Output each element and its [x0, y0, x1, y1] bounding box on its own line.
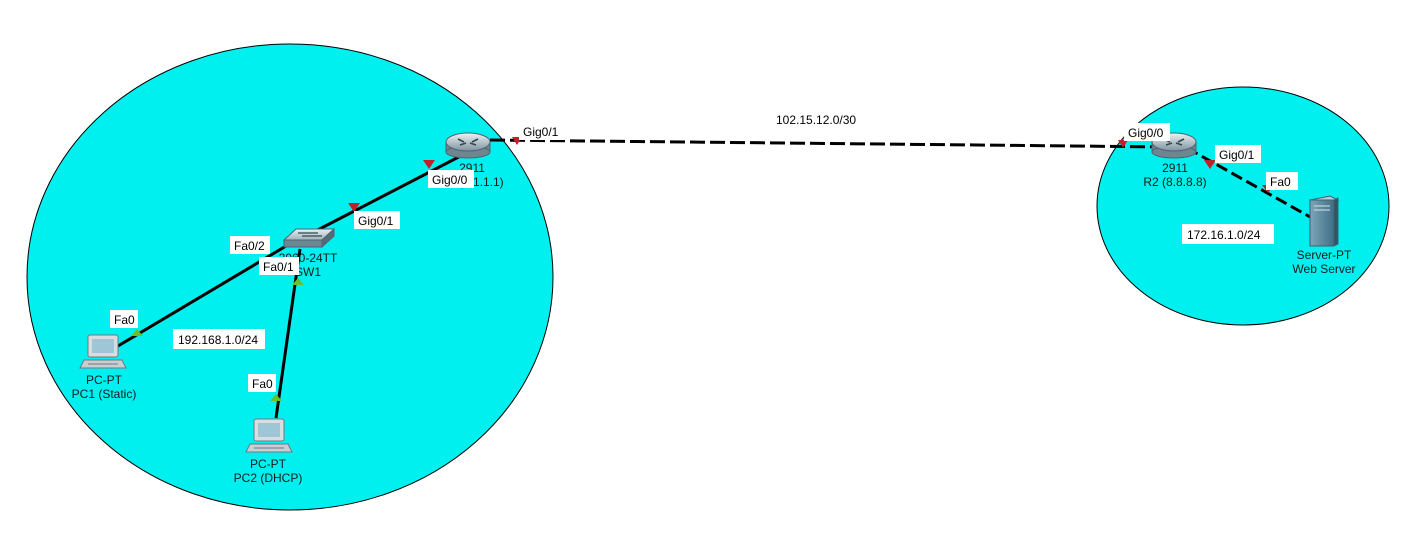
pc-icon [79, 334, 127, 369]
port-label-pc2-fa0: Fa0 [248, 374, 276, 392]
remote-area-circle [1096, 86, 1390, 326]
svg-text:Fa0: Fa0 [114, 313, 135, 327]
port-indicator-pc1-fa0 [131, 329, 143, 336]
svg-text:Fa0/1: Fa0/1 [263, 260, 294, 274]
svg-text:Gig0/1: Gig0/1 [358, 214, 394, 228]
port-indicator-r1-gig00 [423, 160, 435, 169]
pc-pc1[interactable]: PC-PT PC1 (Static) [72, 334, 137, 401]
link-r1-sw1[interactable] [305, 146, 477, 238]
svg-text:Fa0: Fa0 [1270, 175, 1291, 189]
svg-text:Gig0/0: Gig0/0 [432, 173, 468, 187]
port-indicator-r2-gig01 [1204, 160, 1216, 169]
port-label-pc1-fa0: Fa0 [110, 310, 138, 328]
port-label-r1-gig00: Gig0/0 [428, 170, 474, 188]
router-r2[interactable]: 2911 R2 (8.8.8.8) [1143, 132, 1207, 189]
svg-text:Gig0/1: Gig0/1 [523, 125, 559, 139]
svg-text:Fa0: Fa0 [252, 377, 273, 391]
switch-icon [282, 227, 336, 249]
port-indicator-sw1-gig01 [348, 203, 360, 212]
port-label-sw1-fa02: Fa0/2 [230, 236, 270, 254]
port-label-sw1-fa01: Fa0/1 [259, 257, 299, 275]
lan-area-circle [26, 43, 554, 511]
pc2-model-label: PC-PT [250, 457, 287, 471]
server-model-label: Server-PT [1297, 248, 1352, 262]
port-indicator-sw1-fa01 [292, 278, 304, 285]
svg-text:192.168.1.0/24: 192.168.1.0/24 [178, 333, 258, 347]
link-sw1-pc2[interactable] [274, 248, 302, 419]
network-label-remote: 172.16.1.0/24 [1182, 224, 1274, 244]
pc-pc2[interactable]: PC-PT PC2 (DHCP) [234, 418, 303, 485]
port-label-server-fa0: Fa0 [1266, 172, 1298, 190]
link-sw1-pc1[interactable] [117, 244, 287, 348]
router-icon [445, 132, 491, 159]
port-label-sw1-gig01: Gig0/1 [354, 211, 400, 229]
svg-text:Fa0/2: Fa0/2 [234, 239, 265, 253]
svg-text:Gig0/0: Gig0/0 [1128, 126, 1164, 140]
pc-icon [245, 418, 293, 453]
link-r2-server[interactable] [1186, 146, 1313, 220]
port-label-r2-gig01: Gig0/1 [1215, 145, 1261, 163]
r2-model-label: 2911 [1162, 161, 1188, 175]
r2-name-label: R2 (8.8.8.8) [1143, 175, 1206, 189]
port-indicator-r2-gig00 [1118, 140, 1128, 148]
port-label-r2-gig00: Gig0/0 [1124, 123, 1170, 141]
port-indicator-pc2-fa0 [270, 394, 282, 401]
link-r1-r2[interactable] [489, 138, 1172, 149]
server-icon [1308, 195, 1340, 247]
svg-text:102.15.12.0/30: 102.15.12.0/30 [776, 113, 856, 127]
svg-text:172.16.1.0/24: 172.16.1.0/24 [1187, 228, 1261, 242]
server-name-label: Web Server [1292, 262, 1355, 276]
switch-sw1[interactable]: 2960-24TT SW1 [279, 227, 338, 279]
pc2-name-label: PC2 (DHCP) [234, 471, 303, 485]
pc1-model-label: PC-PT [86, 373, 123, 387]
network-label-wan: 102.15.12.0/30 [771, 109, 863, 129]
pc1-name-label: PC1 (Static) [72, 387, 137, 401]
sw1-name-label: SW1 [295, 265, 321, 279]
network-label-lan: 192.168.1.0/24 [173, 329, 265, 349]
svg-text:Gig0/1: Gig0/1 [1219, 148, 1255, 162]
port-label-r1-gig01: Gig0/1 [519, 122, 565, 140]
server-web[interactable]: Server-PT Web Server [1292, 195, 1356, 276]
